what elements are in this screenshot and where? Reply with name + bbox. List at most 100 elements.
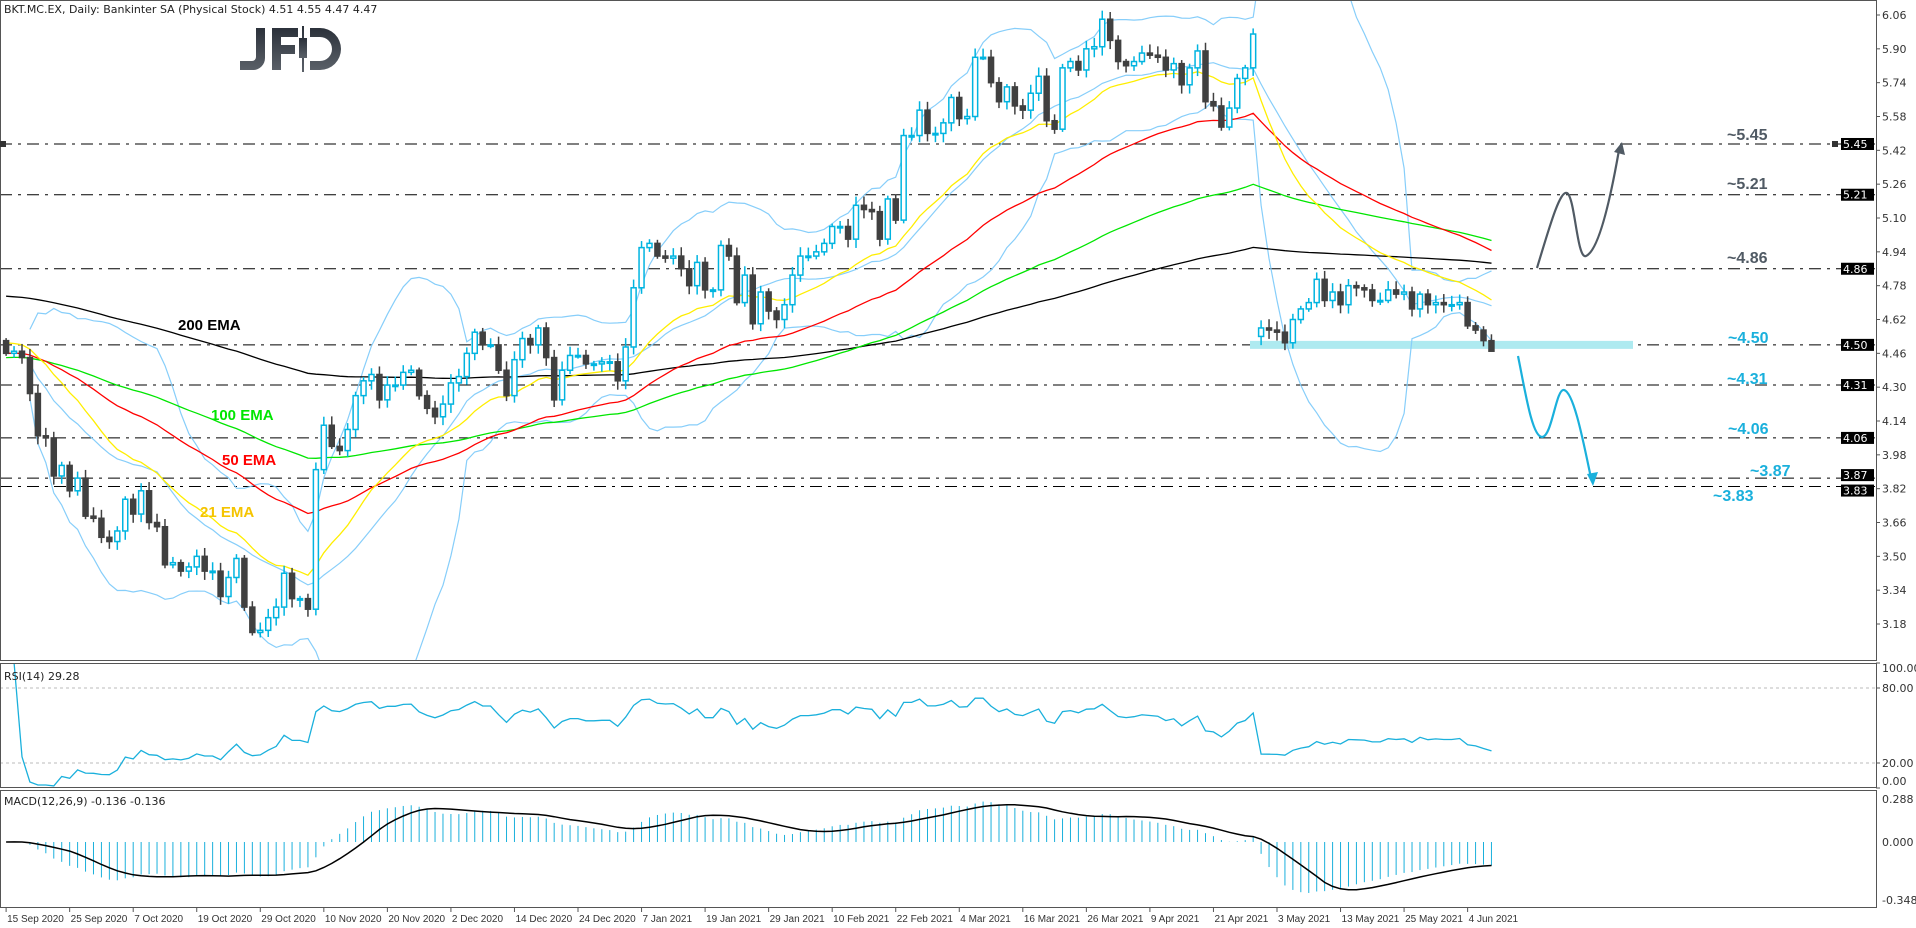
candle (58, 461, 65, 484)
candle-body (288, 572, 296, 600)
ema-line-100 (6, 183, 1492, 459)
candle-body (114, 530, 121, 543)
candle-body (1273, 329, 1281, 333)
candle-body (137, 490, 145, 515)
candle (1281, 324, 1289, 351)
candle-body (487, 344, 494, 348)
candle (995, 77, 1003, 109)
rsi-tick-label: 20.00 (1882, 757, 1914, 770)
candle-body (741, 274, 749, 304)
candle (987, 49, 995, 88)
candle (1051, 114, 1058, 134)
candle (892, 194, 899, 224)
candle-body (225, 576, 232, 598)
ema-label: 21 EMA (200, 504, 254, 521)
candle-body (963, 115, 971, 120)
candle-body (622, 346, 629, 382)
price-tag-box (1841, 338, 1874, 351)
candle (225, 570, 232, 604)
candle (447, 374, 455, 413)
rsi-label: RSI(14) 29.28 (4, 670, 79, 683)
candle (2, 338, 10, 356)
x-tick-label: 22 Feb 2021 (897, 914, 954, 925)
candle (550, 349, 558, 408)
y-tick-label: 3.66 (1882, 517, 1907, 530)
candle (852, 196, 860, 248)
candle (66, 461, 73, 498)
bollinger-lower (29, 99, 1492, 661)
candle-body (956, 96, 963, 120)
support-zone-band (1250, 340, 1633, 349)
candle (487, 338, 494, 349)
x-tick-label: 21 Apr 2021 (1214, 914, 1268, 925)
candle (900, 128, 907, 224)
candle (1154, 46, 1162, 63)
y-tick-label: 5.90 (1882, 43, 1907, 56)
candle-body (789, 274, 796, 306)
candle-body (511, 358, 518, 397)
candle-body (678, 255, 685, 270)
candle (264, 608, 272, 637)
candle-body (1416, 293, 1424, 310)
candle-body (1146, 52, 1154, 56)
candle-body (987, 56, 995, 84)
candle-body (813, 251, 820, 257)
candle-body (1234, 77, 1241, 109)
candle-body (1218, 105, 1225, 128)
candle-body (1083, 48, 1090, 71)
candle (280, 565, 288, 616)
candle (161, 519, 169, 569)
candle (1313, 272, 1320, 308)
candle-body (527, 337, 534, 346)
rsi-panel (0, 662, 1876, 787)
candle-body (542, 327, 550, 359)
candle-body (431, 407, 439, 418)
x-tick-label: 9 Apr 2021 (1151, 914, 1200, 925)
candle (773, 307, 780, 329)
candle (1210, 92, 1217, 112)
candle (1011, 82, 1019, 115)
candle-body (1067, 60, 1074, 69)
candle (1241, 64, 1249, 86)
candle (820, 238, 828, 256)
x-tick-label: 29 Jan 2021 (770, 914, 825, 925)
candle-body (1249, 33, 1257, 69)
rsi-tick-label: 100.00 (1882, 662, 1916, 675)
candle-body (1313, 278, 1320, 304)
candle (1162, 49, 1170, 78)
candle-body (1289, 318, 1297, 344)
candle (384, 376, 391, 408)
candle (1289, 313, 1297, 349)
candle (1114, 35, 1122, 70)
candle (630, 279, 637, 355)
ema-label: 50 EMA (222, 452, 276, 469)
level-label: ~4.31 (1727, 371, 1768, 388)
candle-body (1480, 329, 1487, 342)
candle (1106, 11, 1114, 50)
price-tag-label: 5.21 (1843, 189, 1868, 202)
candle-body (328, 424, 336, 448)
candle (1480, 326, 1487, 347)
candle (241, 555, 248, 612)
candle (34, 384, 42, 445)
candle-body (709, 289, 717, 293)
candle-body (217, 570, 224, 598)
candle (940, 118, 947, 143)
candle-body (844, 225, 852, 240)
candle-body (1488, 339, 1495, 352)
candle-body (558, 369, 566, 401)
candle (749, 267, 757, 330)
candle-body (82, 477, 89, 517)
candle (1424, 289, 1432, 314)
candle-body (1154, 54, 1162, 59)
candle-body (1281, 331, 1289, 344)
candle-body (519, 337, 526, 361)
candles (2, 10, 1495, 638)
macd-tick-label: 0.288 (1882, 793, 1914, 806)
candle (1408, 286, 1416, 317)
candle-body (614, 361, 621, 382)
candle-body (304, 597, 312, 610)
candle-body (272, 606, 280, 619)
candle (42, 427, 50, 447)
candle-body (884, 198, 892, 240)
